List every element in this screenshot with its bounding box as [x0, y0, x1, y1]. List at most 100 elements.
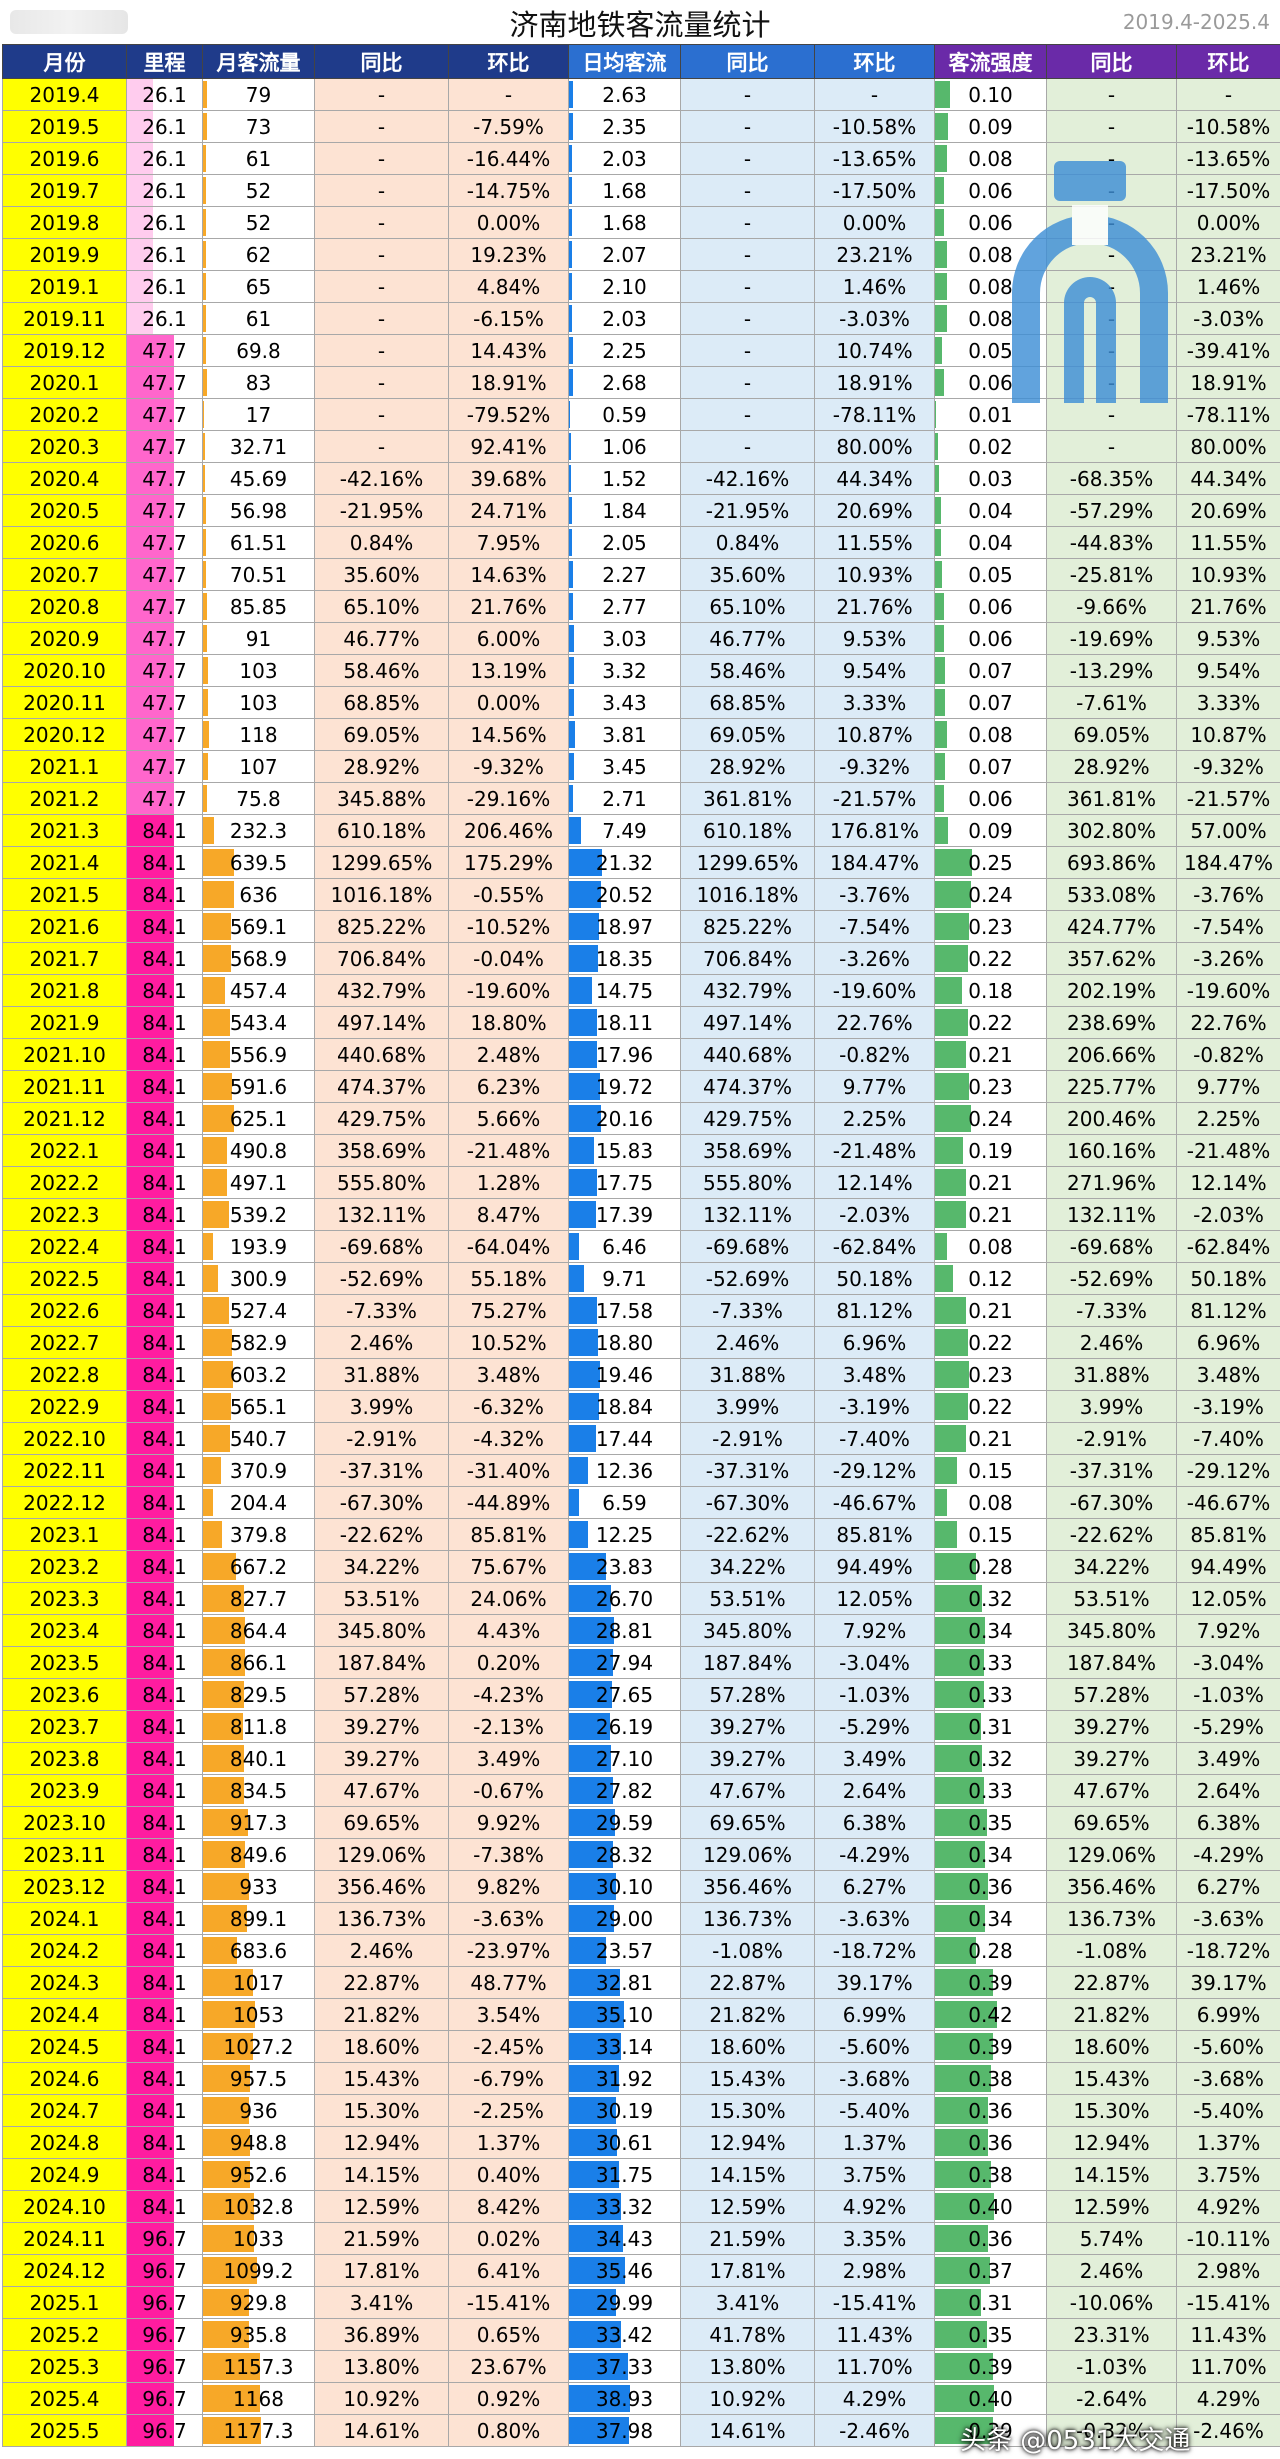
cell-monthly-ridership: 840.1 [202, 1742, 315, 1775]
cell-daily-ridership-bar [569, 1873, 617, 1900]
cell-daily-ridership-bar [569, 785, 574, 812]
cell-daily-yoy: 39.27% [680, 1742, 815, 1775]
cell-monthly-ridership: 1157.3 [202, 2350, 315, 2383]
cell-month: 2020.4 [2, 462, 127, 495]
cell-intensity: 0.42 [934, 1998, 1047, 2031]
cell-daily-ridership: 12.25 [568, 1518, 681, 1551]
cell-intensity-mom: 3.49% [1176, 1742, 1280, 1775]
cell-daily-ridership-value: 12.36 [595, 1458, 654, 1483]
cell-mileage-bar [127, 527, 174, 558]
cell-mileage-value: 84.1 [142, 850, 187, 875]
cell-intensity-value: 0.08 [968, 1234, 1013, 1259]
cell-intensity-yoy: - [1046, 142, 1177, 175]
header-daily-ridership: 日均客流 [568, 44, 681, 79]
cell-monthly-ridership-bar [203, 2001, 255, 2028]
table-row: 2021.1 47.7 107 28.92% -9.32% 3.45 28.92% -9.32… [2, 750, 1280, 783]
cell-intensity-bar [935, 785, 944, 812]
cell-daily-ridership-bar [569, 1713, 611, 1740]
cell-intensity-mom: -78.11% [1176, 398, 1280, 431]
cell-daily-ridership-value: 15.83 [595, 1138, 654, 1163]
cell-intensity-value: 0.36 [968, 2130, 1013, 2155]
cell-monthly-ridership-bar [203, 753, 209, 780]
cell-month: 2021.6 [2, 910, 127, 943]
cell-intensity-yoy: - [1046, 366, 1177, 399]
cell-intensity-bar [935, 273, 947, 300]
cell-monthly-yoy: 31.88% [314, 1358, 449, 1391]
cell-daily-yoy: - [680, 238, 815, 271]
cell-monthly-ridership-bar [203, 2225, 254, 2252]
cell-daily-ridership-value: 2.35 [602, 114, 647, 139]
cell-mileage-bar [127, 239, 154, 270]
cell-monthly-yoy: 555.80% [314, 1166, 449, 1199]
cell-intensity-yoy: 361.81% [1046, 782, 1177, 815]
cell-daily-yoy: 35.60% [680, 558, 815, 591]
blurred-logo [10, 10, 128, 34]
cell-monthly-mom: 24.71% [448, 494, 569, 527]
table-row: 2024.8 84.1 948.8 12.94% 1.37% 30.61 12.94% 1.3… [2, 2126, 1280, 2159]
cell-monthly-ridership-value: 603.2 [229, 1362, 288, 1387]
cell-daily-ridership: 0.59 [568, 398, 681, 431]
cell-daily-mom: 9.53% [814, 622, 935, 655]
cell-monthly-yoy: 39.27% [314, 1742, 449, 1775]
cell-mileage-value: 96.7 [142, 2322, 187, 2347]
cell-mileage-bar [127, 591, 174, 622]
cell-daily-ridership-value: 26.70 [595, 1586, 654, 1611]
cell-monthly-ridership-bar [203, 2193, 254, 2220]
cell-month: 2022.5 [2, 1262, 127, 1295]
cell-month: 2019.6 [2, 142, 127, 175]
table-row: 2020.10 47.7 103 58.46% 13.19% 3.32 58.46% 9.54… [2, 654, 1280, 687]
table-row: 2024.3 84.1 1017 22.87% 48.77% 32.81 22.87% 39.… [2, 1966, 1280, 1999]
cell-monthly-ridership-value: 827.7 [229, 1586, 288, 1611]
cell-monthly-mom: 0.65% [448, 2318, 569, 2351]
cell-monthly-yoy: -2.91% [314, 1422, 449, 1455]
cell-intensity-value: 0.36 [968, 2098, 1013, 2123]
cell-daily-mom: 4.29% [814, 2382, 935, 2415]
cell-intensity-value: 0.28 [968, 1938, 1013, 1963]
cell-intensity-yoy: 160.16% [1046, 1134, 1177, 1167]
cell-intensity-value: 0.06 [968, 594, 1013, 619]
cell-monthly-ridership-bar [203, 1201, 230, 1228]
cell-monthly-mom: 3.54% [448, 1998, 569, 2031]
cell-intensity: 0.21 [934, 1198, 1047, 1231]
cell-month: 2023.1 [2, 1518, 127, 1551]
table-row: 2022.12 84.1 204.4 -67.30% -44.89% 6.59 -67.30… [2, 1486, 1280, 1519]
cell-monthly-mom: -7.59% [448, 110, 569, 143]
cell-mileage-bar [127, 1199, 174, 1230]
cell-monthly-mom: 175.29% [448, 846, 569, 879]
cell-monthly-mom: -9.32% [448, 750, 569, 783]
cell-daily-ridership-value: 33.14 [595, 2034, 654, 2059]
cell-daily-ridership: 27.82 [568, 1774, 681, 1807]
cell-daily-ridership-bar [569, 2353, 628, 2380]
cell-mileage-bar [127, 783, 174, 814]
cell-daily-ridership-value: 18.80 [595, 1330, 654, 1355]
cell-mileage-value: 47.7 [142, 754, 187, 779]
cell-monthly-ridership-value: 811.8 [229, 1714, 288, 1739]
cell-mileage: 84.1 [126, 1454, 203, 1487]
header-monthly-yoy: 同比 [314, 44, 449, 79]
cell-month: 2024.1 [2, 1902, 127, 1935]
table-row: 2023.4 84.1 864.4 345.80% 4.43% 28.81 345.80% 7… [2, 1614, 1280, 1647]
cell-monthly-yoy: 36.89% [314, 2318, 449, 2351]
cell-monthly-yoy: 356.46% [314, 1870, 449, 1903]
cell-month: 2020.1 [2, 366, 127, 399]
cell-mileage: 84.1 [126, 1230, 203, 1263]
cell-mileage-value: 47.7 [142, 402, 187, 427]
cell-intensity-bar [935, 1969, 993, 1996]
cell-mileage-bar [127, 303, 154, 334]
cell-mileage: 96.7 [126, 2318, 203, 2351]
cell-intensity-value: 0.08 [968, 146, 1013, 171]
cell-intensity-bar [935, 1809, 987, 1836]
cell-mileage: 47.7 [126, 782, 203, 815]
cell-daily-ridership-value: 9.71 [602, 1266, 647, 1291]
cell-daily-ridership-value: 18.35 [595, 946, 654, 971]
cell-intensity-bar [935, 113, 949, 140]
cell-daily-ridership-value: 19.46 [595, 1362, 654, 1387]
cell-mileage-value: 84.1 [142, 1330, 187, 1355]
cell-intensity-yoy: 424.77% [1046, 910, 1177, 943]
cell-intensity-mom: 6.27% [1176, 1870, 1280, 1903]
cell-daily-ridership-value: 18.84 [595, 1394, 654, 1419]
cell-mileage-value: 84.1 [142, 818, 187, 843]
cell-intensity-bar [935, 529, 941, 556]
table-row: 2021.11 84.1 591.6 474.37% 6.23% 19.72 474.37%… [2, 1070, 1280, 1103]
cell-daily-ridership-bar [569, 689, 575, 716]
